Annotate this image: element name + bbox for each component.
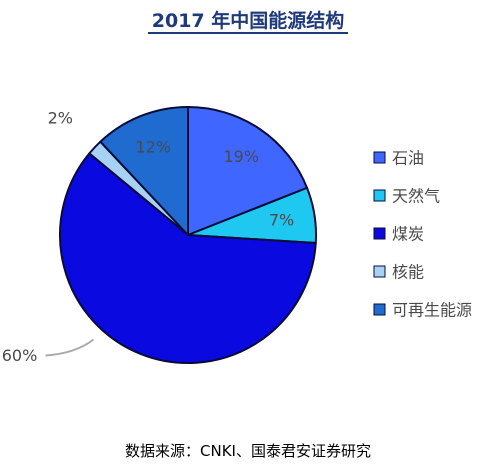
legend-label: 天然气 [392,187,440,206]
pie-data-label: 7% [269,211,294,230]
legend-label: 可再生能源 [392,301,472,320]
pie-data-label: 12% [135,137,171,156]
leader-line [45,338,95,357]
pie-slice [59,152,317,364]
source-note: 数据来源：CNKI、国泰君安证券研究 [125,442,371,460]
legend-swatch [373,227,386,240]
pie-slice [99,106,189,236]
legend-label: 核能 [392,263,424,282]
pie-slice [187,106,309,236]
title-underline [148,32,348,34]
legend-swatch [373,265,386,278]
pie-data-label: 19% [223,147,259,166]
pie-data-label: 2% [48,109,73,128]
legend-swatch [373,303,386,316]
legend-swatch [373,189,386,202]
chart-title: 2017 年中国能源结构 [151,10,345,32]
pie-data-label: 60% [2,346,38,365]
legend-swatch [373,151,386,164]
legend-label: 石油 [392,149,424,168]
legend-label: 煤炭 [392,225,424,244]
